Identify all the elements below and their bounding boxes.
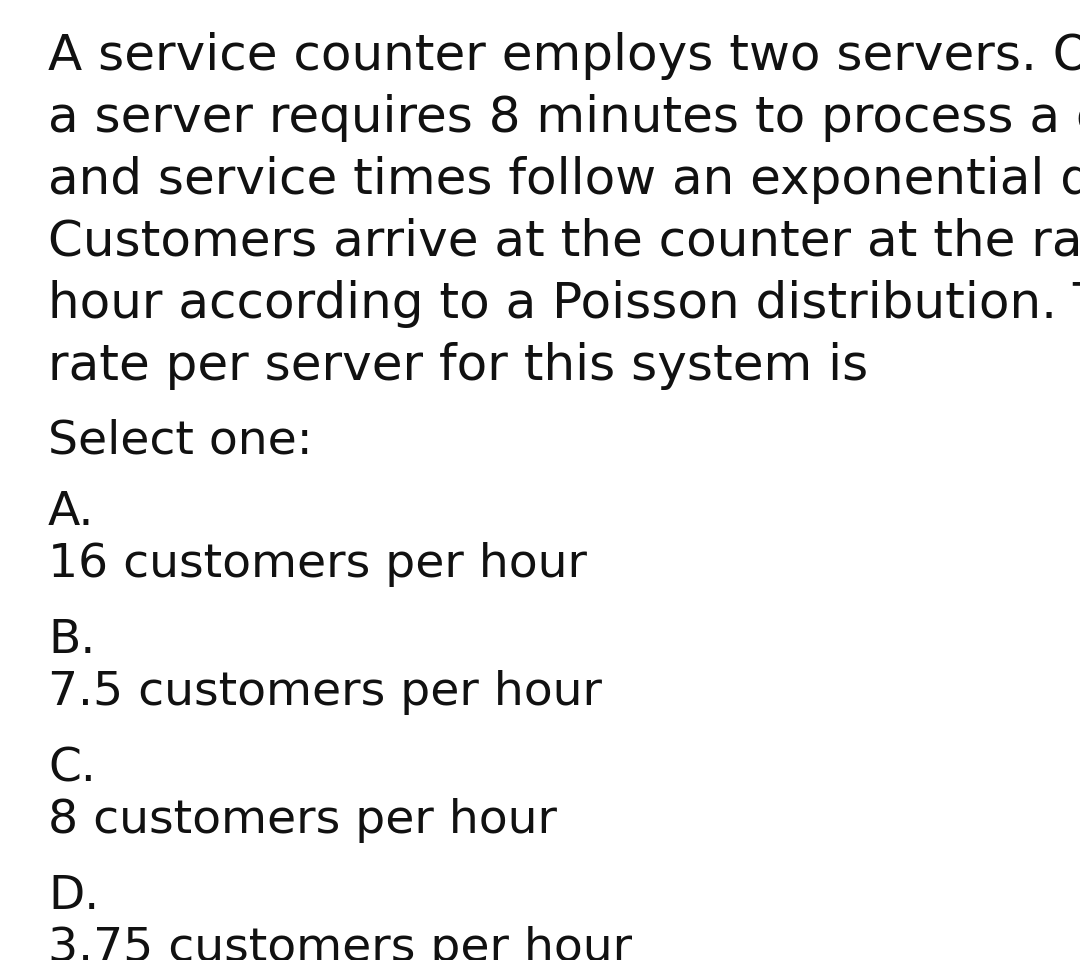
Text: B.: B. [48, 618, 95, 663]
Text: C.: C. [48, 746, 96, 791]
Text: 7.5 customers per hour: 7.5 customers per hour [48, 670, 602, 715]
Text: 3.75 customers per hour: 3.75 customers per hour [48, 926, 632, 960]
Text: A.: A. [48, 490, 95, 535]
Text: and service times follow an exponential distribution.: and service times follow an exponential … [48, 156, 1080, 204]
Text: A service counter employs two servers. On average: A service counter employs two servers. O… [48, 32, 1080, 80]
Text: Customers arrive at the counter at the rate of 12 per: Customers arrive at the counter at the r… [48, 218, 1080, 266]
Text: rate per server for this system is: rate per server for this system is [48, 342, 868, 390]
Text: 16 customers per hour: 16 customers per hour [48, 542, 588, 587]
Text: hour according to a Poisson distribution. The service: hour according to a Poisson distribution… [48, 280, 1080, 328]
Text: Select one:: Select one: [48, 418, 312, 463]
Text: 8 customers per hour: 8 customers per hour [48, 798, 557, 843]
Text: D.: D. [48, 874, 99, 919]
Text: a server requires 8 minutes to process a customer: a server requires 8 minutes to process a… [48, 94, 1080, 142]
